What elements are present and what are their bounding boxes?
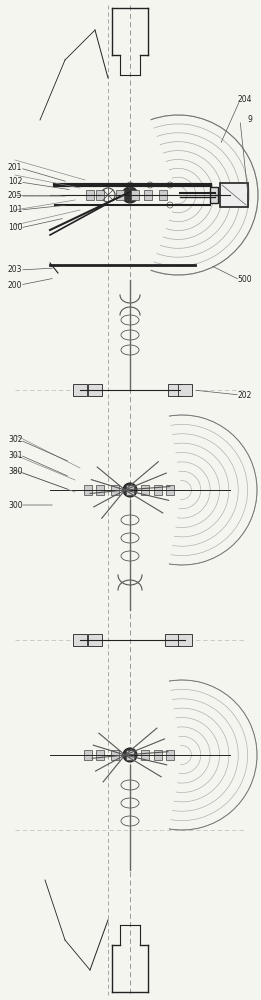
Text: 201: 201	[8, 163, 22, 172]
Bar	[84, 750, 92, 760]
Bar	[116, 190, 124, 200]
Bar	[96, 750, 104, 760]
Bar	[88, 384, 102, 396]
Bar	[154, 485, 162, 495]
Bar	[168, 384, 182, 396]
Text: 300: 300	[8, 500, 23, 510]
Bar	[154, 750, 162, 760]
Bar	[178, 634, 192, 646]
Bar	[126, 485, 134, 495]
Circle shape	[123, 483, 137, 497]
Bar	[220, 183, 248, 207]
Bar	[86, 190, 94, 200]
Text: 380: 380	[8, 468, 22, 477]
Text: 204: 204	[238, 96, 252, 104]
Text: 301: 301	[8, 450, 22, 460]
Bar	[178, 384, 192, 396]
Bar	[84, 485, 92, 495]
Bar	[111, 750, 119, 760]
Text: 500: 500	[237, 275, 252, 284]
Text: 203: 203	[8, 265, 22, 274]
Bar	[96, 190, 104, 200]
Bar	[166, 485, 174, 495]
Text: 100: 100	[8, 224, 22, 232]
Bar	[131, 190, 139, 200]
Bar	[88, 634, 102, 646]
Bar	[111, 485, 119, 495]
Bar	[73, 634, 87, 646]
Bar	[73, 384, 87, 396]
Bar	[210, 187, 218, 203]
Bar	[141, 750, 149, 760]
Text: 205: 205	[8, 192, 22, 200]
Text: 200: 200	[8, 280, 22, 290]
Bar	[144, 190, 152, 200]
Bar	[126, 750, 134, 760]
Bar	[141, 485, 149, 495]
Text: 202: 202	[238, 390, 252, 399]
Bar	[159, 190, 167, 200]
Text: 101: 101	[8, 206, 22, 215]
Text: 302: 302	[8, 436, 22, 444]
Circle shape	[123, 748, 137, 762]
Circle shape	[122, 187, 138, 203]
Text: 9: 9	[247, 115, 252, 124]
Bar	[166, 750, 174, 760]
Bar	[96, 485, 104, 495]
Bar	[165, 634, 179, 646]
Text: 102: 102	[8, 178, 22, 186]
